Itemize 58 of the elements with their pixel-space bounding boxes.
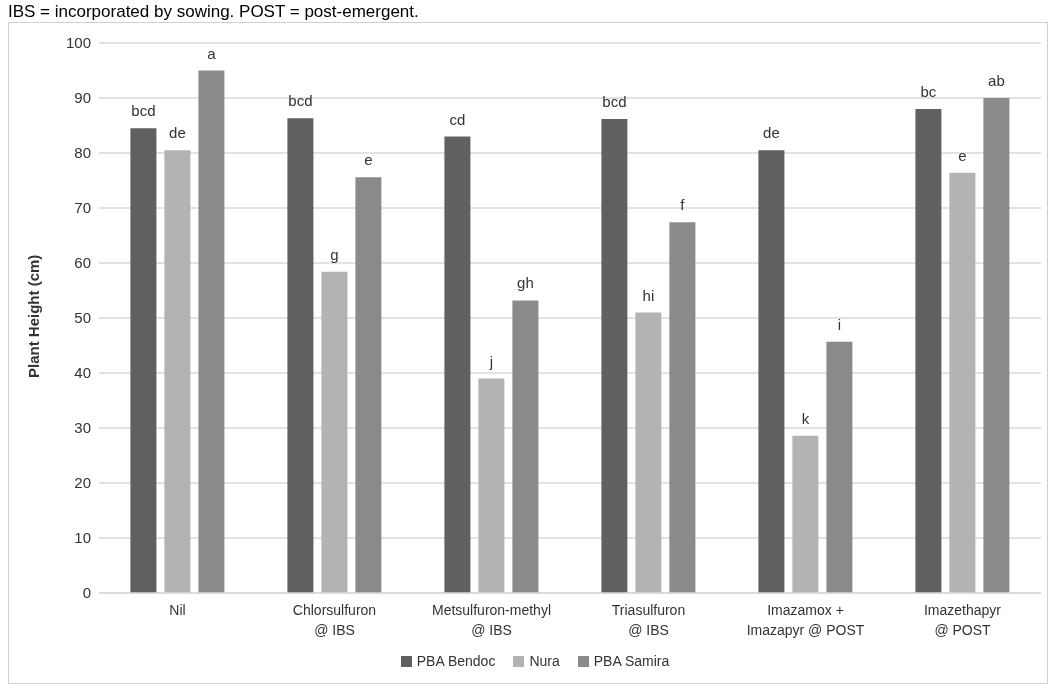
y-tick-label: 0 (82, 584, 91, 602)
y-tick-label: 30 (74, 419, 91, 437)
bar (321, 271, 348, 593)
data-label: gh (517, 274, 534, 292)
bar (130, 128, 157, 593)
bar (635, 312, 662, 593)
data-label: de (169, 124, 186, 142)
bar (355, 177, 382, 593)
bar (983, 98, 1010, 593)
data-label: bcd (131, 102, 156, 120)
data-label: de (763, 124, 780, 142)
data-label: cd (449, 110, 466, 128)
data-label: e (364, 151, 373, 169)
legend-label: Nura (529, 653, 560, 669)
y-tick-label: 90 (74, 89, 91, 107)
data-label: f (680, 196, 686, 214)
data-label: bcd (288, 92, 313, 110)
bar (826, 341, 853, 593)
data-label: j (488, 352, 494, 370)
data-label: g (330, 245, 339, 263)
bar (478, 378, 505, 593)
data-label: hi (642, 286, 655, 304)
data-label: k (801, 409, 810, 427)
bar (198, 70, 225, 593)
bar (512, 300, 539, 593)
x-tick-label: Imazethapyr @ POST (923, 602, 1002, 638)
data-label: ab (988, 72, 1005, 89)
text: IBS = incorporated by sowing. POST = post-emergent. (8, 2, 420, 22)
legend-label: PBA Bendoc (416, 653, 496, 669)
bar (792, 435, 819, 593)
y-tick-label: 50 (74, 309, 91, 327)
y-tick-label: 70 (74, 199, 91, 217)
legend-label: PBA Samira (593, 653, 670, 669)
y-tick-label: 20 (74, 474, 91, 492)
x-tick-label: Imazamox + Imazapyr @ POST (746, 602, 865, 638)
data-label: a (207, 44, 217, 62)
x-tick-label: Chlorsulfuron @ IBS (292, 602, 377, 638)
y-tick-label: 80 (74, 144, 91, 162)
bar (915, 109, 942, 593)
y-tick-label: 60 (74, 254, 91, 272)
y-axis-title: Plant Height (cm) (25, 254, 43, 378)
data-label: i (837, 315, 842, 333)
data-label: bcd (602, 92, 627, 110)
bar (758, 150, 785, 593)
bar (164, 150, 191, 593)
bar (444, 136, 471, 593)
data-label: bc (920, 83, 937, 100)
y-tick-label: 40 (74, 364, 91, 382)
bar (949, 172, 976, 593)
x-tick-label: Triasulfuron @ IBS (611, 602, 686, 638)
y-tick-label: 100 (65, 34, 91, 52)
bar (287, 118, 314, 593)
data-label: e (958, 146, 967, 164)
bar (601, 118, 628, 593)
y-tick-label: 10 (74, 529, 91, 547)
bar (669, 222, 696, 593)
x-tick-label: Nil (169, 602, 186, 618)
x-tick-label: Metsulfuron-methyl @ IBS (431, 602, 552, 638)
